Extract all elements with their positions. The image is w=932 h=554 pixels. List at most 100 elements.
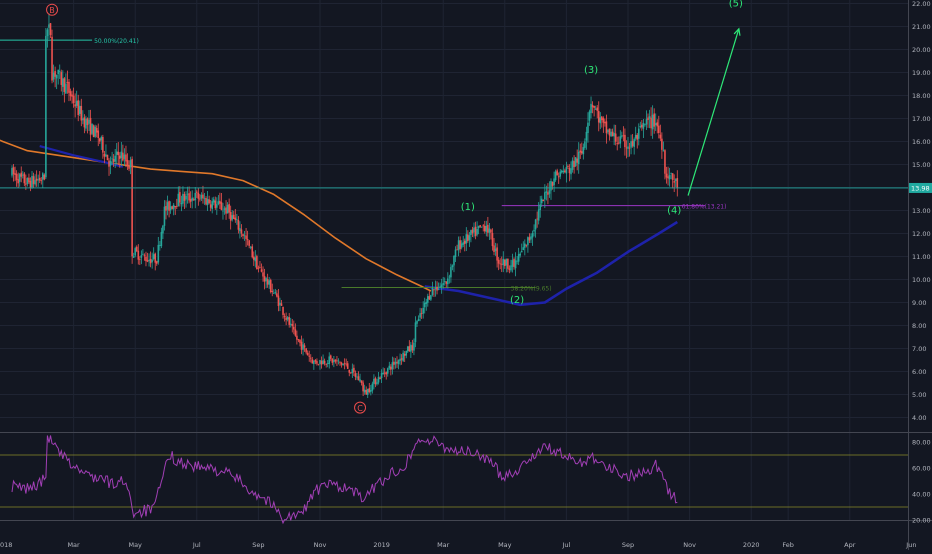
candle-body — [323, 360, 326, 364]
candle-body — [279, 302, 281, 305]
candle-body — [377, 376, 380, 383]
candle-body — [311, 359, 314, 364]
candle-body — [242, 234, 244, 236]
candle-body — [276, 293, 278, 297]
wave-label: (3) — [584, 65, 598, 76]
candle-body — [38, 177, 41, 181]
candle-body — [334, 359, 337, 362]
candle-body — [17, 179, 19, 184]
candle-body — [414, 322, 417, 343]
candle-body — [445, 281, 448, 284]
candle-body — [422, 307, 424, 314]
candle-body — [91, 123, 93, 134]
candle-body — [373, 378, 375, 384]
candle-body — [505, 258, 508, 266]
candle-body — [593, 105, 595, 108]
candle-body — [628, 147, 631, 149]
candle-body — [405, 350, 408, 356]
candle-body — [192, 199, 195, 201]
candle-body — [55, 74, 58, 79]
candle-body — [425, 301, 428, 304]
candle-body — [300, 341, 303, 350]
candle-body — [175, 205, 178, 207]
time-axis-label: Apr — [844, 541, 856, 549]
candle-body — [450, 267, 452, 278]
candle-body — [594, 108, 597, 110]
wave-label: (2) — [510, 295, 524, 306]
candle-body — [328, 356, 331, 365]
candle-body — [286, 317, 289, 320]
candle-body — [119, 155, 121, 159]
candle-body — [231, 215, 234, 220]
candle-body — [560, 170, 563, 173]
candle-body — [590, 103, 592, 113]
candle-body — [177, 193, 180, 207]
candle-body — [89, 117, 92, 135]
candle-body — [413, 342, 415, 351]
candle-body — [248, 240, 250, 246]
candle-body — [219, 200, 221, 204]
candle-body — [533, 229, 535, 232]
candle-body — [289, 323, 292, 325]
candle-body — [29, 180, 32, 188]
candle-body — [588, 111, 591, 121]
candle-body — [379, 377, 381, 380]
candle-body — [551, 181, 554, 186]
candle-body — [366, 389, 369, 395]
candle-body — [111, 158, 113, 160]
candle-body — [539, 204, 542, 211]
candle-body — [202, 194, 204, 199]
candle-body — [254, 257, 257, 262]
candle-body — [297, 339, 300, 341]
candle-body — [65, 83, 67, 94]
candle-body — [325, 364, 327, 366]
candle-body — [665, 173, 668, 178]
price-axis-tick-label: 5.00 — [912, 391, 926, 399]
candle-body — [383, 372, 386, 374]
candle-body — [34, 180, 36, 185]
candle-body — [188, 193, 190, 201]
candle-body — [273, 293, 275, 294]
time-axis-label: Sep — [622, 541, 634, 549]
candle-body — [457, 240, 460, 251]
candle-body — [479, 225, 481, 227]
candle-body — [106, 154, 109, 161]
candle-body — [214, 200, 217, 209]
candle-body — [630, 141, 632, 148]
candle-body — [262, 272, 264, 277]
candle-body — [540, 198, 543, 204]
candle-body — [51, 36, 53, 81]
grid — [0, 0, 908, 520]
candle-body — [108, 160, 110, 167]
price-axis-tick-label: 9.00 — [912, 299, 926, 307]
candle-body — [382, 372, 384, 375]
candle-body — [186, 193, 189, 195]
candle-body — [42, 173, 44, 180]
candle-body — [256, 256, 258, 270]
candle-body — [357, 376, 360, 381]
price-axis-tick-label: 10.00 — [912, 276, 931, 284]
candle-body — [226, 204, 229, 214]
candle-body — [120, 151, 123, 159]
candle-body — [605, 121, 608, 134]
candle-body — [246, 239, 249, 241]
candle-body — [78, 105, 81, 114]
price-axis-tick-label: 7.00 — [912, 345, 926, 353]
time-axis-label: May — [498, 541, 512, 549]
candle-body — [440, 284, 443, 288]
candle-body — [296, 335, 298, 340]
candle-body — [131, 158, 133, 257]
candle-body — [222, 210, 224, 212]
candle-body — [100, 137, 103, 141]
candle-body — [26, 177, 29, 184]
candle-body — [374, 378, 377, 385]
candle-body — [302, 344, 304, 350]
candle-body — [585, 131, 588, 141]
candle-body — [63, 78, 66, 92]
candle-body — [565, 166, 568, 174]
candle-body — [82, 118, 84, 121]
candle-body — [185, 195, 187, 200]
candle-body — [102, 137, 104, 153]
